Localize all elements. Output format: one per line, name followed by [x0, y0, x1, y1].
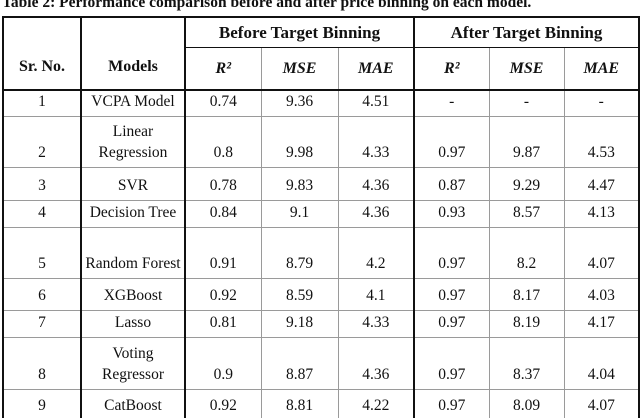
table-row: 5 Random Forest 0.91 8.79 4.2 0.97 8.2 4.07	[2, 227, 640, 279]
cell-sr-no: 3	[2, 167, 82, 201]
cell-after-mae: 4.03	[563, 278, 640, 311]
cell-sr-no: 5	[2, 227, 82, 279]
cell-before-mae: 4.51	[337, 89, 416, 117]
cell-before-mae: 4.22	[337, 389, 416, 418]
cell-model: SVR	[80, 167, 186, 201]
cell-after-r2: 0.97	[413, 337, 490, 390]
cell-after-mae: 4.13	[563, 200, 640, 228]
cell-before-mae: 4.33	[337, 116, 416, 168]
header-sr-no: Sr. No.	[2, 16, 82, 91]
header-models: Models	[80, 16, 186, 91]
cell-model: Linear Regression	[80, 116, 186, 168]
cell-before-mae: 4.36	[337, 200, 416, 228]
cell-model: Decision Tree	[80, 200, 186, 228]
cell-before-r2: 0.92	[184, 389, 262, 418]
table-header: Sr. No. Models Before Target Binning Aft…	[2, 16, 640, 91]
cell-after-r2: 0.97	[413, 116, 490, 168]
cell-sr-no: 1	[2, 89, 82, 117]
header-after-r2: R²	[413, 47, 490, 91]
cell-before-mse: 9.1	[260, 200, 339, 228]
table-row: 7 Lasso 0.81 9.18 4.33 0.97 8.19 4.17	[2, 310, 640, 338]
table-caption: Table 2: Performance comparison before a…	[2, 0, 532, 11]
header-before-group: Before Target Binning	[184, 16, 416, 48]
cell-after-mse: 8.2	[488, 227, 565, 279]
cell-before-r2: 0.8	[184, 116, 262, 168]
header-before-mae: MAE	[337, 47, 416, 91]
table-row: 2 Linear Regression 0.8 9.98 4.33 0.97 9.87 4.5…	[2, 116, 640, 168]
cell-after-r2: 0.93	[413, 200, 490, 228]
cell-after-r2: 0.97	[413, 310, 490, 338]
cell-before-r2: 0.91	[184, 227, 262, 279]
results-table: Sr. No. Models Before Target Binning Aft…	[2, 16, 640, 418]
cell-after-mae: 4.07	[563, 227, 640, 279]
header-before-mse: MSE	[260, 47, 339, 91]
cell-sr-no: 7	[2, 310, 82, 338]
cell-sr-no: 4	[2, 200, 82, 228]
cell-after-mse: 8.57	[488, 200, 565, 228]
cell-after-mse: 8.19	[488, 310, 565, 338]
cell-model: Lasso	[80, 310, 186, 338]
header-before-r2: R²	[184, 47, 262, 91]
cell-before-mse: 9.18	[260, 310, 339, 338]
header-after-mse: MSE	[488, 47, 565, 91]
cell-after-mae: -	[563, 89, 640, 117]
cell-before-mae: 4.36	[337, 167, 416, 201]
table-caption-clip: Table 2: Performance comparison before a…	[2, 0, 640, 12]
cell-after-mse: -	[488, 89, 565, 117]
cell-sr-no: 2	[2, 116, 82, 168]
table-row: 1 VCPA Model 0.74 9.36 4.51- - -	[2, 89, 640, 117]
cell-before-r2: 0.92	[184, 278, 262, 311]
cell-before-mae: 4.2	[337, 227, 416, 279]
cell-after-r2: 0.97	[413, 227, 490, 279]
cell-before-mae: 4.33	[337, 310, 416, 338]
header-row-metrics: R² MSE MAE R² MSE MAE	[3, 47, 640, 91]
cell-after-mae: 4.53	[563, 116, 640, 168]
cell-model: VCPA Model	[80, 89, 186, 117]
cell-before-r2: 0.81	[184, 310, 262, 338]
cell-before-r2: 0.78	[184, 167, 262, 201]
cell-model: Random Forest	[80, 227, 186, 279]
cell-sr-no: 9	[2, 389, 82, 418]
cell-model: CatBoost	[80, 389, 186, 418]
cell-after-r2: 0.87	[413, 167, 490, 201]
table-row: 4 Decision Tree 0.84 9.1 4.36 0.93 8.57 4.13	[2, 200, 640, 228]
cell-before-mse: 9.36	[260, 89, 339, 117]
cell-after-r2: -	[413, 89, 490, 117]
cell-before-mse: 8.59	[260, 278, 339, 311]
cell-after-mse: 9.87	[488, 116, 565, 168]
cell-before-mse: 9.83	[260, 167, 339, 201]
header-after-mae: MAE	[563, 47, 640, 91]
cell-before-mse: 8.79	[260, 227, 339, 279]
table-row: 8 Voting Regressor 0.9 8.87 4.36 0.97 8.37 4.04	[2, 337, 640, 390]
cell-after-mse: 8.37	[488, 337, 565, 390]
cell-before-mse: 8.81	[260, 389, 339, 418]
cell-after-mse: 9.29	[488, 167, 565, 201]
cell-after-mse: 8.09	[488, 389, 565, 418]
header-after-group: After Target Binning	[413, 16, 640, 48]
cell-before-mse: 8.87	[260, 337, 339, 390]
cell-after-mae: 4.17	[563, 310, 640, 338]
cell-after-r2: 0.97	[413, 278, 490, 311]
table-row: 6 XGBoost 0.92 8.59 4.1 0.97 8.17 4.03	[2, 278, 640, 311]
cell-after-mae: 4.47	[563, 167, 640, 201]
table-row: 9 CatBoost 0.92 8.81 4.22 0.97 8.09 4.07	[2, 389, 640, 418]
header-row-groups: Sr. No. Models Before Target Binning Aft…	[2, 16, 640, 91]
cell-before-r2: 0.9	[184, 337, 262, 390]
cell-before-mae: 4.36	[337, 337, 416, 390]
cell-model: Voting Regressor	[80, 337, 186, 390]
cell-sr-no: 8	[2, 337, 82, 390]
cell-before-r2: 0.84	[184, 200, 262, 228]
cell-before-mae: 4.1	[337, 278, 416, 311]
cell-after-r2: 0.97	[413, 389, 490, 418]
cell-before-mse: 9.98	[260, 116, 339, 168]
cell-after-mae: 4.07	[563, 389, 640, 418]
cell-model: XGBoost	[80, 278, 186, 311]
cell-after-mse: 8.17	[488, 278, 565, 311]
cell-before-r2: 0.74	[184, 89, 262, 117]
cell-after-mae: 4.04	[563, 337, 640, 390]
cell-sr-no: 6	[2, 278, 82, 311]
table-body: 1 VCPA Model 0.74 9.36 4.51- - -2 Linear Regres…	[2, 89, 640, 418]
table-row: 3 SVR 0.78 9.83 4.36 0.87 9.29 4.47	[2, 167, 640, 201]
